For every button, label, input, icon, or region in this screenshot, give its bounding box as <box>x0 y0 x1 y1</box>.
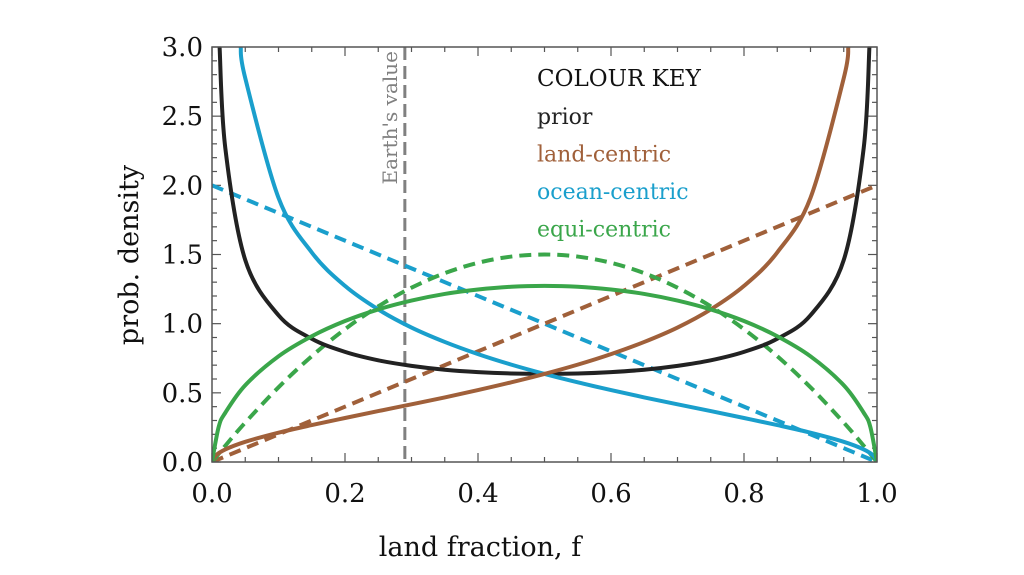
y-tick-label: 0.0 <box>162 448 203 478</box>
legend-entry-prior: prior <box>537 105 593 130</box>
legend-entry-ocean-centric: ocean-centric <box>537 180 689 205</box>
curve-equi-centric-dashed <box>212 252 877 462</box>
legend: COLOUR KEY prior land-centric ocean-centric… <box>537 66 702 243</box>
x-axis-label: land fraction, f <box>379 532 583 563</box>
x-tick-label: 1.0 <box>856 479 897 509</box>
x-tick-label: 0.4 <box>457 479 498 509</box>
x-tick-label: 0.6 <box>590 479 631 509</box>
y-tick-label: 0.5 <box>162 379 203 409</box>
x-tick-labels: 0.0 0.2 0.4 0.6 0.8 1.0 <box>191 479 897 509</box>
y-tick-label: 1.5 <box>162 241 203 271</box>
y-axis-label: prob. density <box>114 164 145 345</box>
earth-value-label: Earth's value <box>378 51 402 184</box>
curve-ocean-centric-dashed <box>212 183 877 462</box>
plot-frame <box>211 46 878 463</box>
curves <box>212 47 877 462</box>
legend-entry-equi-centric: equi-centric <box>537 218 671 243</box>
legend-title: COLOUR KEY <box>537 66 702 92</box>
y-tick-labels: 0.0 0.5 1.0 1.5 2.0 2.5 3.0 <box>162 33 203 478</box>
y-tick-label: 1.0 <box>162 310 203 340</box>
curve-ocean-centric-solid <box>238 47 877 462</box>
x-tick-label: 0.0 <box>191 479 232 509</box>
legend-entry-land-centric: land-centric <box>537 143 671 168</box>
y-tick-label: 2.5 <box>162 102 203 132</box>
earth-value-marker: Earth's value <box>378 47 407 462</box>
curve-prior-solid <box>217 47 872 376</box>
x-tick-label: 0.2 <box>324 479 365 509</box>
curve-land-centric-dashed <box>212 183 877 462</box>
x-tick-label: 0.8 <box>723 479 764 509</box>
curve-equi-centric-solid <box>212 283 877 462</box>
y-tick-label: 2.0 <box>162 171 203 201</box>
curve-land-centric-solid <box>212 47 851 462</box>
y-tick-label: 3.0 <box>162 33 203 63</box>
